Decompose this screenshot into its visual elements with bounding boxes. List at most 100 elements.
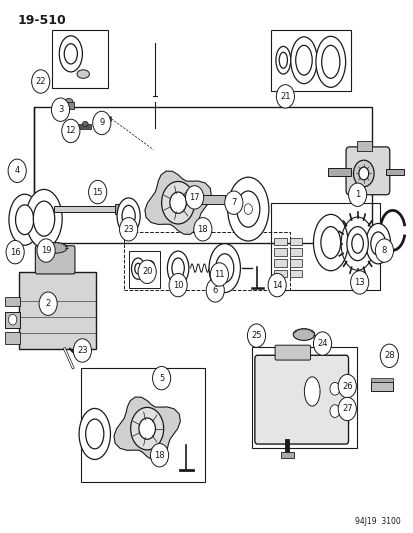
Circle shape [348,183,366,206]
Circle shape [73,339,91,362]
Bar [54,206,118,212]
Text: 6: 6 [212,286,217,295]
Bar [5,297,21,306]
Text: 27: 27 [341,405,352,414]
Ellipse shape [169,192,186,213]
Ellipse shape [353,160,373,187]
Ellipse shape [227,177,268,241]
Ellipse shape [171,258,184,278]
Circle shape [224,191,242,214]
Ellipse shape [82,122,88,127]
Text: 22: 22 [36,77,46,86]
Text: 94J19  3100: 94J19 3100 [354,517,400,526]
Text: 23: 23 [77,346,88,355]
Bar [289,248,301,256]
Ellipse shape [9,194,40,245]
Circle shape [206,279,224,302]
FancyBboxPatch shape [35,246,75,274]
Bar [33,107,371,243]
Bar [52,30,108,88]
Circle shape [51,98,69,122]
Bar [370,377,392,382]
Ellipse shape [275,46,290,74]
Circle shape [375,239,392,262]
Bar [327,168,350,175]
Ellipse shape [79,408,110,459]
Bar [270,203,380,290]
Ellipse shape [295,45,311,75]
Text: 7: 7 [230,198,236,207]
Ellipse shape [370,232,385,255]
Text: 23: 23 [123,225,133,234]
Circle shape [9,314,17,325]
Ellipse shape [135,263,141,274]
Ellipse shape [59,36,82,72]
Ellipse shape [117,198,140,234]
Circle shape [244,204,252,214]
Circle shape [150,443,168,467]
Ellipse shape [313,214,347,271]
Ellipse shape [315,36,345,87]
Ellipse shape [139,418,155,439]
Bar [270,30,351,91]
Bar [251,348,356,448]
Text: 26: 26 [341,382,352,391]
Ellipse shape [85,419,104,449]
Circle shape [210,263,228,286]
Bar [273,270,286,277]
Bar [280,451,293,458]
Bar [124,232,289,290]
Ellipse shape [358,167,368,180]
Text: 8: 8 [381,246,386,255]
Text: 1: 1 [354,190,359,199]
Bar [289,270,301,277]
Circle shape [268,273,285,297]
Circle shape [39,292,57,316]
Text: 28: 28 [383,351,394,360]
Bar [5,312,21,328]
Text: 11: 11 [214,270,224,279]
Polygon shape [95,117,111,127]
Text: 18: 18 [154,451,164,460]
Circle shape [138,260,156,284]
Bar [64,102,74,109]
Text: 5: 5 [159,374,164,383]
Ellipse shape [64,44,77,64]
Ellipse shape [77,70,89,78]
Text: 15: 15 [92,188,103,197]
Bar [273,238,286,245]
Text: 4: 4 [14,166,20,175]
Bar [5,332,21,344]
Ellipse shape [304,377,319,406]
Ellipse shape [43,243,67,253]
Circle shape [62,119,80,143]
Ellipse shape [161,181,194,224]
Circle shape [185,185,203,209]
Circle shape [313,332,331,356]
Polygon shape [145,171,211,235]
Text: 13: 13 [354,278,364,287]
Bar [273,259,286,266]
Circle shape [93,111,111,135]
Circle shape [275,85,294,108]
Text: 17: 17 [189,193,199,202]
Ellipse shape [209,244,240,293]
Bar [78,124,91,130]
Bar [81,368,204,482]
Ellipse shape [292,329,314,341]
Text: 10: 10 [173,280,183,289]
Bar [273,248,286,256]
Bar [370,382,392,391]
Bar [289,238,301,245]
Ellipse shape [131,407,163,450]
Text: 2: 2 [45,299,51,308]
Text: 18: 18 [197,225,208,234]
Ellipse shape [321,45,339,78]
Circle shape [337,397,356,421]
FancyBboxPatch shape [19,272,95,349]
Ellipse shape [290,37,316,84]
Text: 19: 19 [41,246,51,255]
Ellipse shape [320,227,340,259]
Polygon shape [114,397,180,461]
FancyBboxPatch shape [274,345,310,360]
